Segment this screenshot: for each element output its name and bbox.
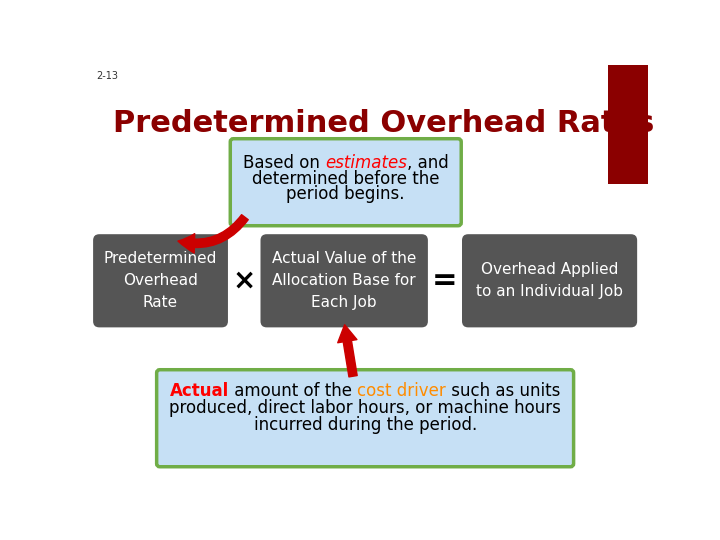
Text: amount of the: amount of the bbox=[229, 382, 357, 400]
Text: Actual Value of the
Allocation Base for
Each Job: Actual Value of the Allocation Base for … bbox=[272, 251, 416, 310]
FancyBboxPatch shape bbox=[261, 234, 428, 327]
Text: Predetermined
Overhead
Rate: Predetermined Overhead Rate bbox=[104, 251, 217, 310]
Text: Actual: Actual bbox=[170, 382, 229, 400]
Text: period begins.: period begins. bbox=[287, 185, 405, 203]
Text: determined before the: determined before the bbox=[252, 170, 439, 188]
Text: , and: , and bbox=[407, 153, 449, 172]
Text: ×: × bbox=[233, 267, 256, 295]
Text: produced, direct labor hours, or machine hours: produced, direct labor hours, or machine… bbox=[169, 399, 561, 417]
Text: Based on: Based on bbox=[243, 153, 325, 172]
FancyArrowPatch shape bbox=[338, 325, 357, 377]
Text: Overhead Applied
to an Individual Job: Overhead Applied to an Individual Job bbox=[476, 262, 623, 299]
FancyBboxPatch shape bbox=[157, 370, 574, 467]
FancyBboxPatch shape bbox=[462, 234, 637, 327]
Text: incurred during the period.: incurred during the period. bbox=[253, 416, 477, 434]
Text: 2-13: 2-13 bbox=[96, 71, 118, 81]
Text: such as units: such as units bbox=[446, 382, 560, 400]
FancyBboxPatch shape bbox=[608, 65, 648, 184]
FancyBboxPatch shape bbox=[93, 234, 228, 327]
Text: estimates: estimates bbox=[325, 153, 407, 172]
Text: =: = bbox=[432, 266, 458, 295]
Text: cost driver: cost driver bbox=[357, 382, 446, 400]
FancyBboxPatch shape bbox=[230, 139, 462, 226]
Text: Predetermined Overhead Rates: Predetermined Overhead Rates bbox=[113, 110, 654, 138]
FancyArrowPatch shape bbox=[178, 215, 248, 253]
